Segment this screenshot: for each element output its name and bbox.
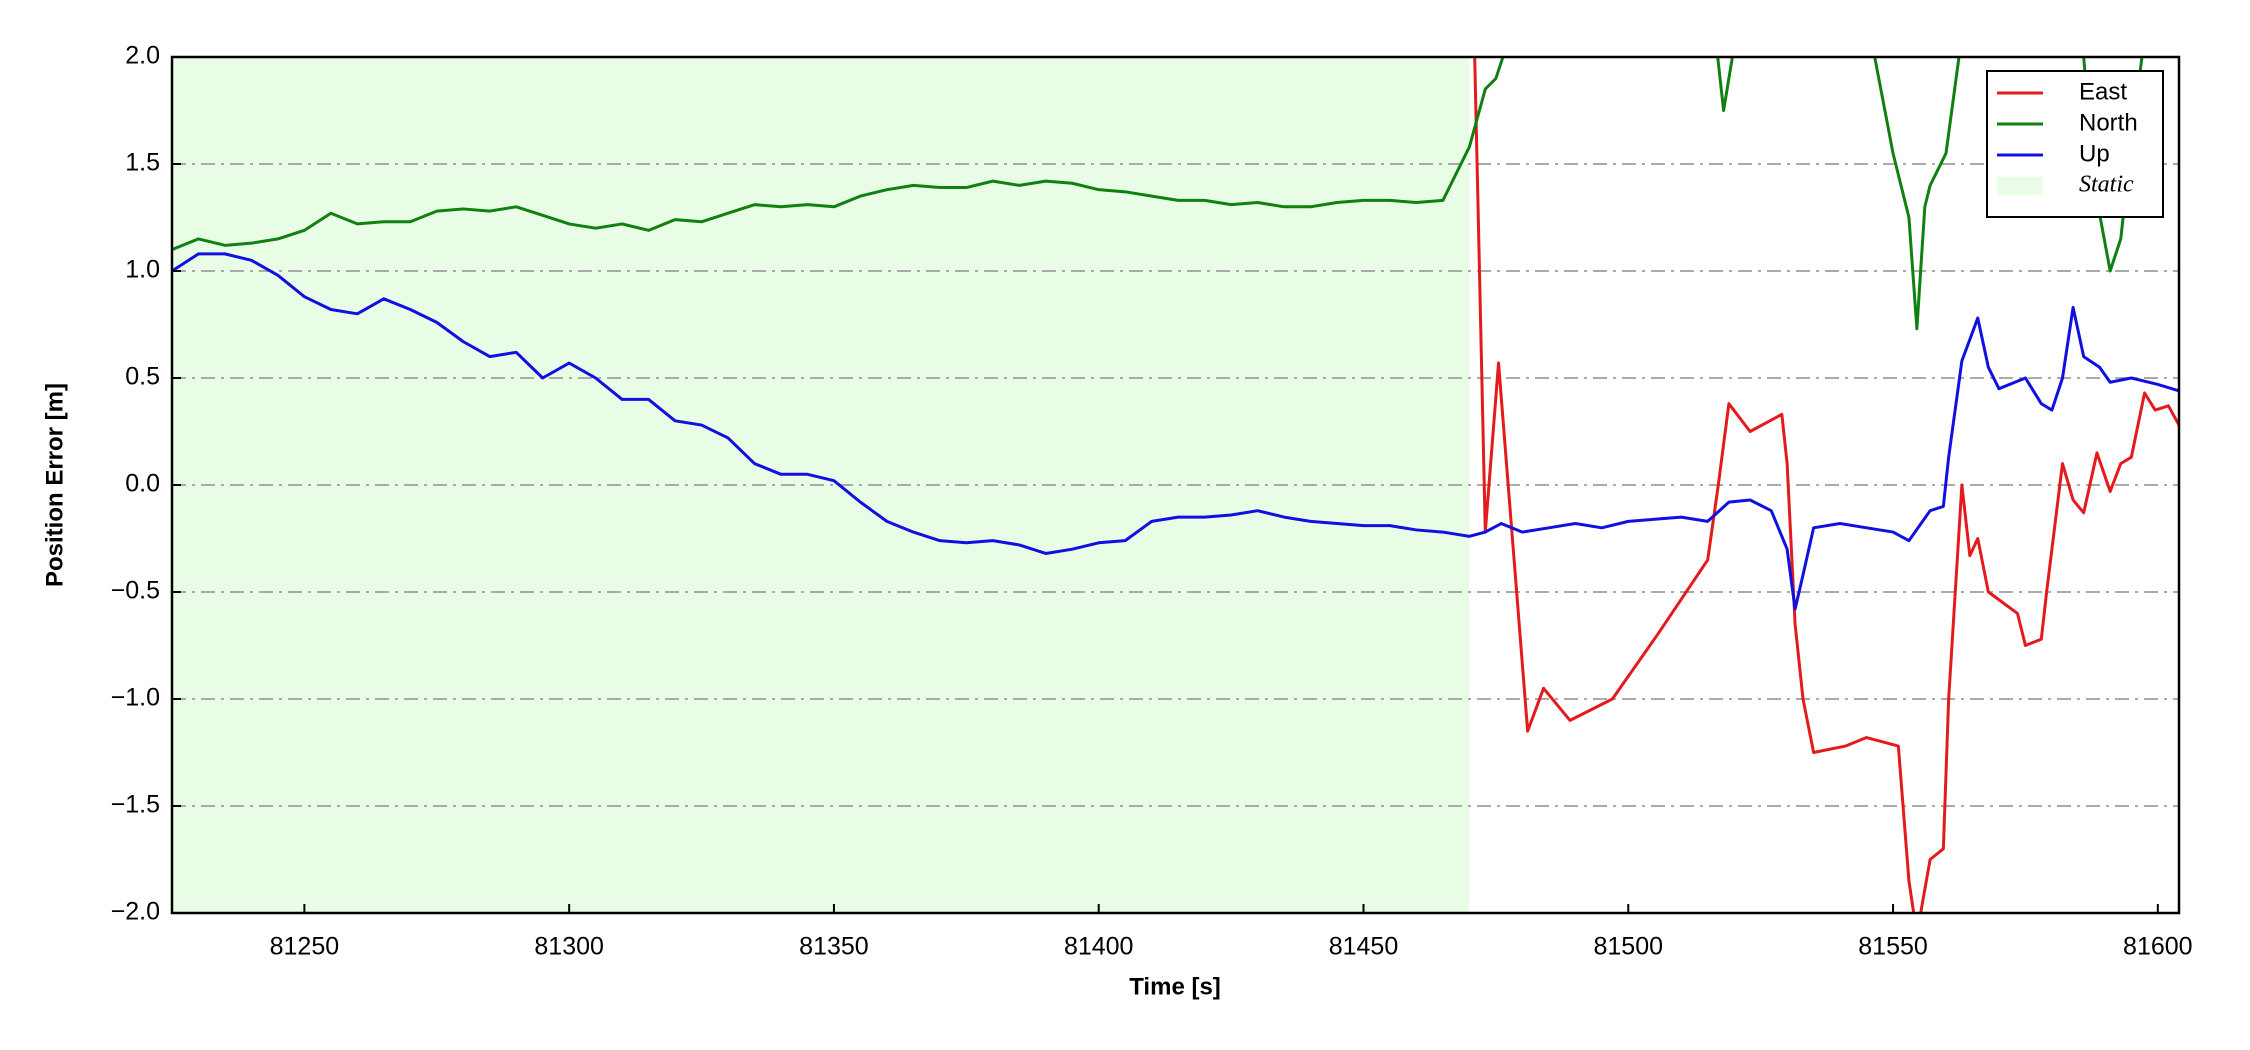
x-tick-label: 81400: [1064, 933, 1134, 961]
legend-label: Static: [2079, 172, 2134, 198]
x-tick-label: 81450: [1329, 933, 1399, 961]
x-axis-label: Time [s]: [1129, 973, 1221, 1000]
series-line: [172, 252, 2179, 611]
y-tick-label: 0.5: [125, 363, 160, 391]
y-tick-label: 0.0: [125, 470, 160, 498]
plot-area: [172, 57, 2179, 913]
y-tick-label: −1.5: [111, 791, 160, 819]
legend: East North Up Static: [1986, 70, 2164, 218]
y-tick-label: 1.5: [125, 149, 160, 177]
x-tick-label: 81350: [799, 933, 869, 961]
x-tick-label: 81300: [534, 933, 604, 961]
y-tick-label: −0.5: [111, 577, 160, 605]
legend-label: East: [2079, 78, 2127, 105]
y-tick-label: 1.0: [125, 256, 160, 284]
legend-label: North: [2079, 109, 2138, 136]
x-tick-label: 81600: [2123, 933, 2193, 961]
y-tick-label: −1.0: [111, 684, 160, 712]
x-tick-label: 81550: [1858, 933, 1928, 961]
legend-swatch: [1997, 177, 2043, 195]
y-tick-label: 2.0: [125, 42, 160, 70]
x-tick-label: 81250: [270, 933, 340, 961]
y-axis-label: Position Error [m]: [41, 383, 68, 587]
series-line: [172, 57, 2144, 331]
x-tick-label: 81500: [1594, 933, 1664, 961]
series-line: [1473, 57, 2179, 913]
legend-label: Up: [2079, 140, 2110, 167]
y-tick-label: −2.0: [111, 898, 160, 926]
